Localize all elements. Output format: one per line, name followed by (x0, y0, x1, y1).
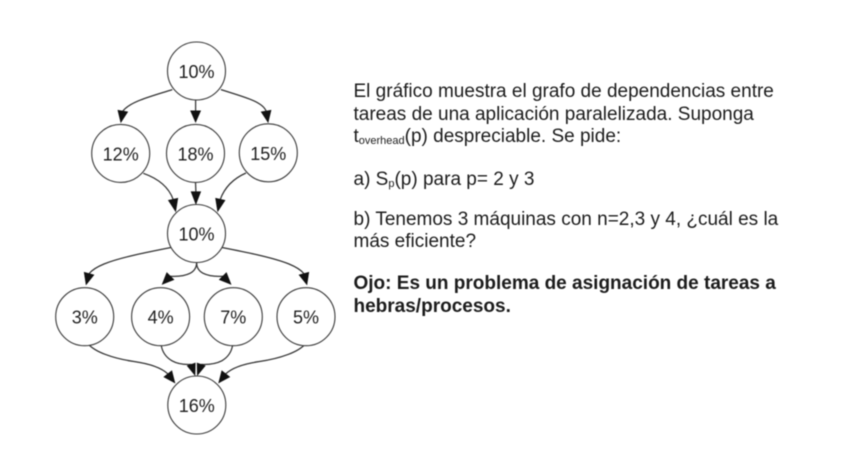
svg-text:10%: 10% (178, 62, 214, 82)
svg-text:4%: 4% (148, 308, 174, 328)
svg-text:3%: 3% (72, 308, 98, 328)
svg-text:5%: 5% (293, 308, 319, 328)
svg-text:12%: 12% (103, 144, 139, 164)
svg-text:16%: 16% (179, 396, 215, 416)
svg-text:18%: 18% (177, 144, 213, 164)
svg-text:10%: 10% (178, 225, 214, 245)
svg-text:15%: 15% (250, 144, 286, 164)
svg-text:7%: 7% (220, 308, 246, 328)
